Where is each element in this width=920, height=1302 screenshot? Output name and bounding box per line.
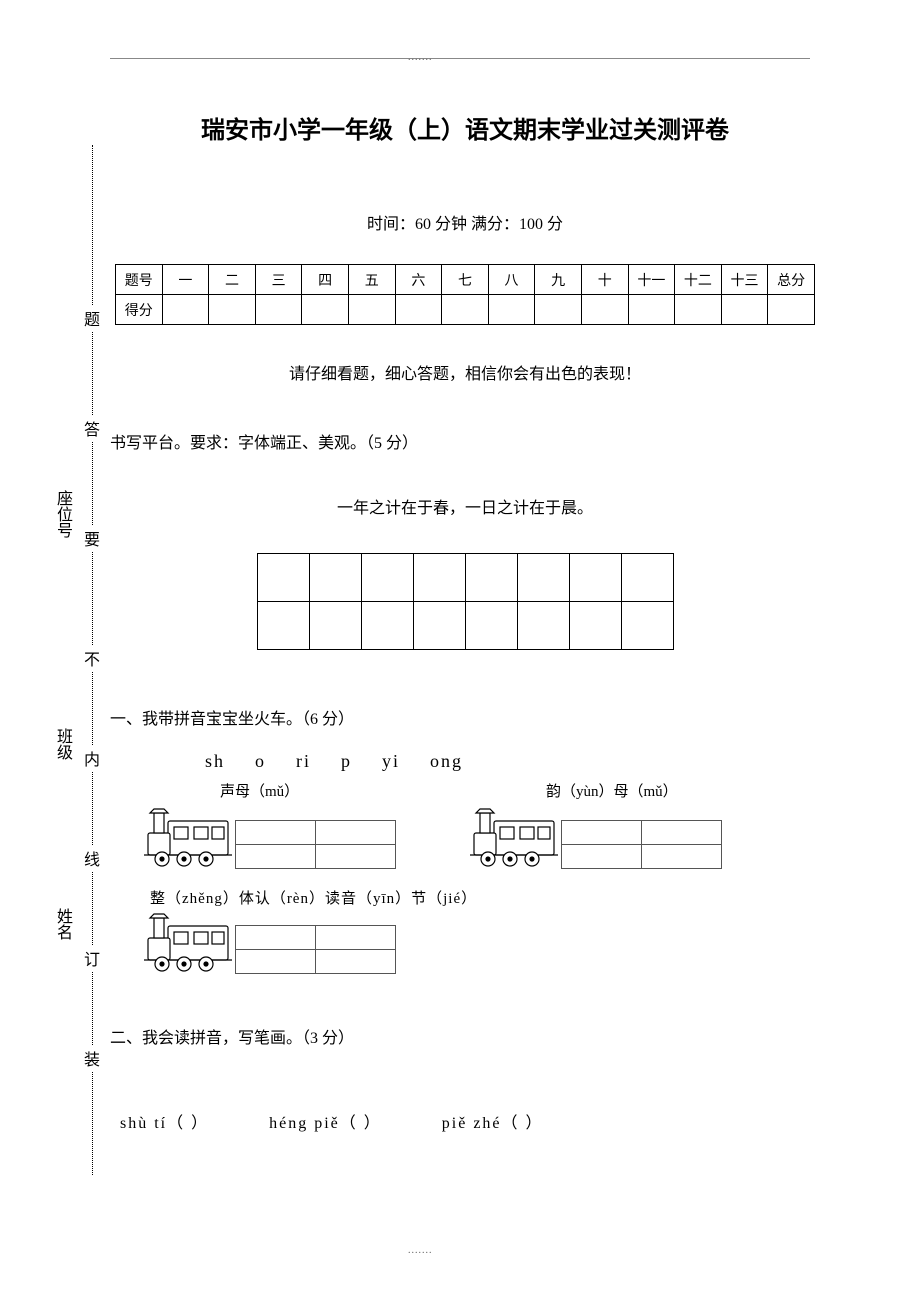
binding-char: 题	[84, 305, 100, 331]
label-zhengti: 整（zhěng）体认（rèn）读音（yīn）节（jié）	[110, 887, 820, 908]
score-table: 题号一二三四五六七八九十十一十二十三总分 得分	[115, 264, 815, 325]
score-col-header: 总分	[768, 265, 815, 295]
write-cell[interactable]	[309, 602, 361, 650]
score-cell[interactable]	[768, 295, 815, 325]
train-car-grid[interactable]	[561, 820, 722, 869]
score-cell[interactable]	[348, 295, 395, 325]
write-cell[interactable]	[309, 554, 361, 602]
score-col-header: 三	[255, 265, 302, 295]
write-cell[interactable]	[569, 554, 621, 602]
label-shengmu: 声母（mǔ）	[140, 780, 396, 801]
train-row-1: 声母（mǔ） 韵（yùn）母（mǔ）	[110, 780, 820, 869]
write-cell[interactable]	[257, 602, 309, 650]
score-col-header: 十一	[628, 265, 675, 295]
page-content: 瑞安市小学一年级（上）语文期末学业过关测评卷 时间：60 分钟 满分：100 分…	[110, 55, 820, 1133]
train-car-grid[interactable]	[235, 925, 396, 974]
write-cell[interactable]	[621, 554, 673, 602]
exam-title: 瑞安市小学一年级（上）语文期末学业过关测评卷	[110, 110, 820, 145]
encourage-text: 请仔细看题，细心答题，相信你会有出色的表现！	[110, 360, 820, 384]
q2-title: 二、我会读拼音，写笔画。（3 分）	[110, 1024, 820, 1054]
score-row-label: 得分	[116, 295, 163, 325]
score-cell[interactable]	[628, 295, 675, 325]
write-cell[interactable]	[413, 554, 465, 602]
score-cell[interactable]	[721, 295, 768, 325]
writing-grid[interactable]	[257, 553, 674, 650]
train-icon	[140, 912, 235, 974]
score-col-header: 十	[581, 265, 628, 295]
score-cell[interactable]	[302, 295, 349, 325]
train-car-grid[interactable]	[235, 820, 396, 869]
pinyin-item: o	[255, 751, 266, 771]
footer-dots: .......	[408, 1245, 433, 1256]
binding-char: 不	[84, 645, 100, 671]
train-shengmu: 声母（mǔ）	[140, 780, 396, 869]
write-cell[interactable]	[465, 602, 517, 650]
score-cell[interactable]	[581, 295, 628, 325]
score-cell[interactable]	[488, 295, 535, 325]
score-col-header: 六	[395, 265, 442, 295]
binding-char: 答	[84, 415, 100, 441]
score-col-header: 二	[209, 265, 256, 295]
score-cell[interactable]	[255, 295, 302, 325]
score-cell[interactable]	[162, 295, 209, 325]
train-icon	[466, 807, 561, 869]
score-col-header: 一	[162, 265, 209, 295]
q2-item: héng piě（ ）	[269, 1115, 382, 1132]
write-cell[interactable]	[569, 602, 621, 650]
q2-item: piě zhé（ ）	[442, 1115, 544, 1132]
q2-item: shù tí（ ）	[120, 1115, 209, 1132]
binding-char: 装	[84, 1045, 100, 1071]
binding-char: 内	[84, 745, 100, 771]
score-cell[interactable]	[395, 295, 442, 325]
score-col-header: 十三	[721, 265, 768, 295]
score-cell[interactable]	[209, 295, 256, 325]
score-col-header: 四	[302, 265, 349, 295]
q2-items: shù tí（ ） héng piě（ ） piě zhé（ ）	[110, 1109, 820, 1133]
train-zhengti	[140, 912, 396, 974]
binding-char: 要	[84, 525, 100, 551]
train-yunmu: 韵（yùn）母（mǔ）	[466, 780, 722, 869]
binding-field-label: 班级	[50, 728, 74, 760]
write-cell[interactable]	[465, 554, 517, 602]
writing-quote: 一年之计在于春，一日之计在于晨。	[110, 494, 820, 518]
score-col-header: 九	[535, 265, 582, 295]
pinyin-item: ong	[430, 751, 463, 771]
q1-pinyin-row: sh o ri p yi ong	[110, 751, 820, 772]
write-cell[interactable]	[257, 554, 309, 602]
write-cell[interactable]	[517, 554, 569, 602]
write-cell[interactable]	[413, 602, 465, 650]
binding-char: 订	[84, 945, 100, 971]
score-cell[interactable]	[442, 295, 489, 325]
write-cell[interactable]	[517, 602, 569, 650]
score-col-header: 十二	[675, 265, 722, 295]
train-row-2	[110, 912, 820, 974]
score-col-header: 八	[488, 265, 535, 295]
write-cell[interactable]	[361, 554, 413, 602]
pinyin-item: ri	[296, 751, 311, 771]
label-yunmu: 韵（yùn）母（mǔ）	[466, 780, 722, 801]
q1-title: 一、我带拼音宝宝坐火车。（6 分）	[110, 705, 820, 735]
binding-char: 线	[84, 845, 100, 871]
score-cell[interactable]	[535, 295, 582, 325]
binding-field-label: 姓名	[50, 908, 74, 940]
writing-platform-title: 书写平台。要求：字体端正、美观。（5 分）	[110, 429, 820, 459]
pinyin-item: p	[341, 751, 352, 771]
pinyin-item: sh	[205, 751, 225, 771]
pinyin-item: yi	[382, 751, 400, 771]
binding-field-label: 座位号	[50, 490, 74, 538]
score-col-header: 五	[348, 265, 395, 295]
train-icon	[140, 807, 235, 869]
score-header-label: 题号	[116, 265, 163, 295]
score-cell[interactable]	[675, 295, 722, 325]
exam-subtitle: 时间：60 分钟 满分：100 分	[110, 210, 820, 234]
score-col-header: 七	[442, 265, 489, 295]
write-cell[interactable]	[621, 602, 673, 650]
write-cell[interactable]	[361, 602, 413, 650]
